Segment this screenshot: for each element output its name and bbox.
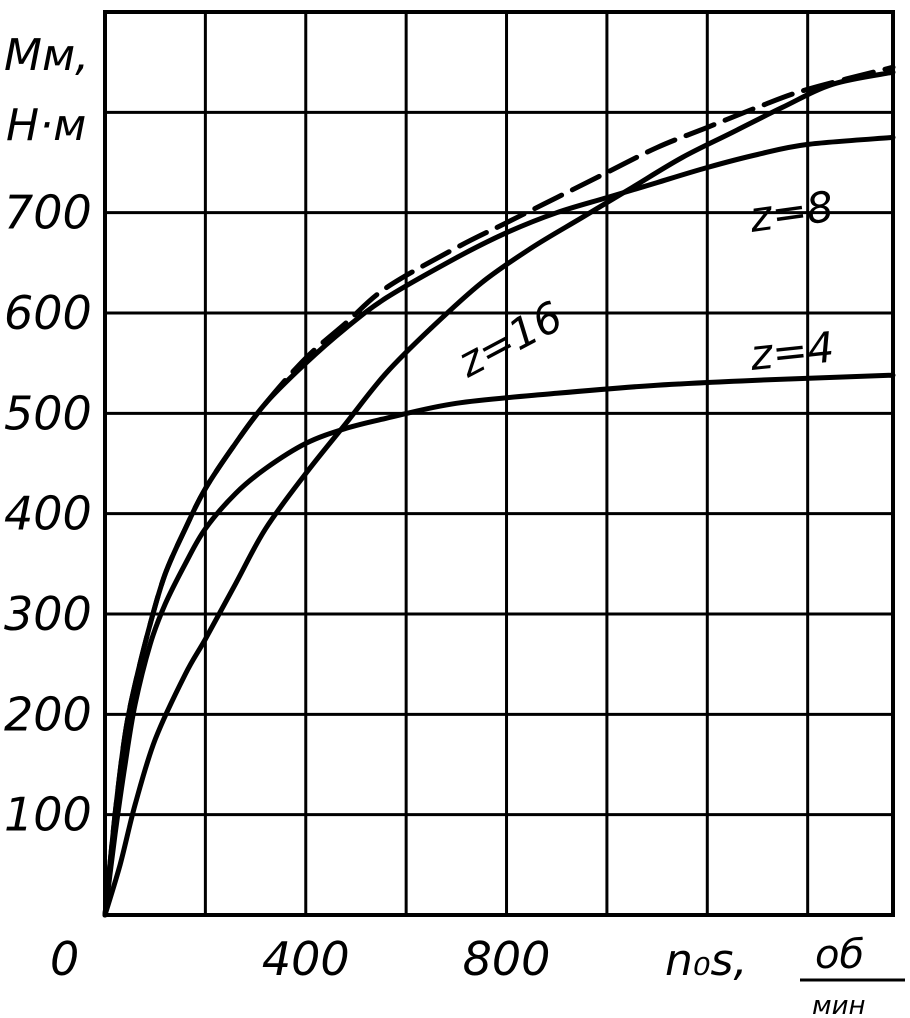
y-tick-label: 700 xyxy=(4,186,92,240)
y-tick-label: 500 xyxy=(4,386,92,440)
y-tick-label: 100 xyxy=(4,788,92,842)
series-line-z-4 xyxy=(102,372,896,918)
x-axis-label: n₀s, xyxy=(665,935,747,986)
chart-grid xyxy=(103,10,895,917)
curve-label-z-8: z=8 xyxy=(746,182,837,242)
curve-label-z-4: z=4 xyxy=(747,322,837,380)
y-tick-label: 200 xyxy=(4,687,92,741)
chart-series xyxy=(102,64,896,918)
x-axis-unit-numerator: об xyxy=(815,932,864,978)
plot-frame xyxy=(103,10,895,917)
y-axis-label-unit: H·м xyxy=(6,100,86,151)
x-axis-unit-denominator: мин xyxy=(812,991,866,1018)
origin-label: 0 xyxy=(50,932,79,986)
x-tick-label: 400 xyxy=(262,932,350,986)
y-tick-label: 400 xyxy=(4,487,92,541)
y-tick-label: 600 xyxy=(4,286,92,340)
y-tick-label: 300 xyxy=(4,587,92,641)
series-line-dashed xyxy=(102,64,896,918)
y-axis-label-quantity: Mм, xyxy=(4,30,89,81)
chart-ticks: 100 200 300 400 500 600 700 400 800 xyxy=(4,186,550,986)
x-tick-label: 800 xyxy=(463,932,551,986)
series-line-z-16 xyxy=(102,69,896,918)
